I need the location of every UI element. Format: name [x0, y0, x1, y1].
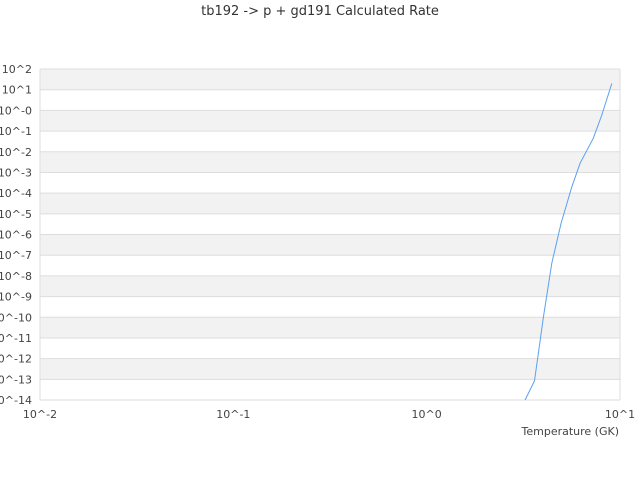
- x-tick-label: 10^0: [412, 408, 442, 421]
- y-tick-label: 10^-1: [0, 125, 32, 138]
- grid-band: [40, 234, 620, 256]
- y-tick-label: 10^-14: [0, 394, 32, 407]
- y-tick-label: 10^-6: [0, 229, 32, 242]
- y-tick-label: 10^-8: [0, 270, 32, 283]
- y-tick-label: 10^-7: [0, 249, 32, 262]
- grid-band: [40, 69, 620, 90]
- y-tick-label: 10^-4: [0, 187, 32, 200]
- x-tick-label: 10^-1: [216, 408, 250, 421]
- y-tick-label: 10^-13: [0, 373, 32, 386]
- series-line: [524, 83, 613, 401]
- grid-bands: [39, 68, 621, 401]
- grid-band: [40, 317, 620, 338]
- grid-band: [40, 151, 620, 173]
- y-tick-label: 10^-2: [0, 146, 32, 159]
- grid-band: [40, 275, 620, 297]
- x-tick-label: 10^1: [605, 408, 635, 421]
- y-tick-label: 10^-12: [0, 353, 32, 366]
- x-axis-label: Temperature (GK): [521, 425, 620, 438]
- grid-band: [40, 193, 620, 214]
- tick-labels: 10^2 10^1 10^-0 10^-1 10^-2 10^-3 10^-4 10^-5 10…: [0, 63, 635, 421]
- grid-band: [40, 110, 620, 132]
- y-tick-label: 10^-5: [0, 208, 32, 221]
- series-layer: [524, 83, 613, 401]
- y-tick-label: 10^-11: [0, 332, 32, 345]
- grid-band: [40, 358, 620, 380]
- y-tick-label: 10^2: [2, 63, 32, 76]
- y-tick-label: 10^-0: [0, 104, 32, 117]
- x-tick-label: 10^-2: [23, 408, 57, 421]
- chart-title: tb192 -> p + gd191 Calculated Rate: [201, 4, 439, 19]
- y-tick-label: 10^-10: [0, 311, 32, 324]
- y-tick-label: 10^1: [2, 84, 32, 97]
- y-tick-label: 10^-9: [0, 291, 32, 304]
- y-tick-label: 10^-3: [0, 166, 32, 179]
